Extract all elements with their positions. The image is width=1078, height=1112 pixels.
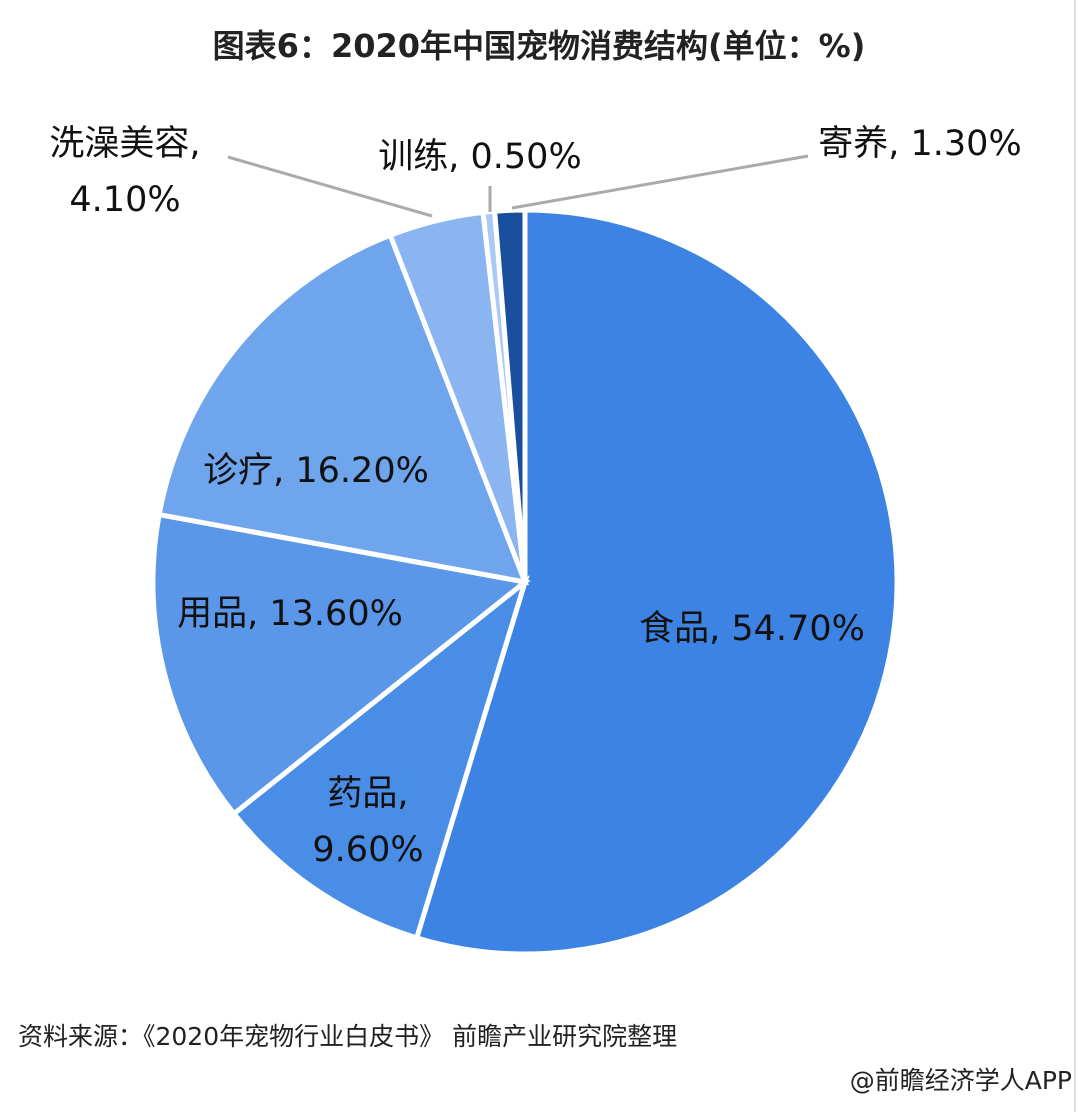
- data-label: 诊疗, 16.20%: [203, 451, 429, 491]
- data-label: 用品, 13.60%: [177, 594, 403, 634]
- pie-slice: [156, 232, 529, 586]
- leader-line: [511, 154, 809, 210]
- data-label: 药品, 9.60%: [312, 774, 423, 870]
- data-label: 洗澡美容, 4.10%: [49, 124, 200, 220]
- credit: @前瞻经济学人APP: [850, 1066, 1072, 1095]
- data-label: 食品, 54.70%: [639, 609, 865, 649]
- leader-line: [227, 155, 433, 218]
- chart-title: 图表6：2020年中国宠物消费结构(单位：%): [213, 27, 866, 65]
- pie-slice: [413, 207, 900, 957]
- data-label: 训练, 0.50%: [378, 137, 581, 177]
- data-label: 寄养, 1.30%: [818, 124, 1021, 164]
- pie-slice: [491, 207, 528, 583]
- pie-slice: [150, 511, 531, 818]
- source: 资料来源：《2020年宠物行业白皮书》 前瞻产业研究院整理: [18, 1022, 677, 1051]
- pie-slice: [230, 575, 530, 942]
